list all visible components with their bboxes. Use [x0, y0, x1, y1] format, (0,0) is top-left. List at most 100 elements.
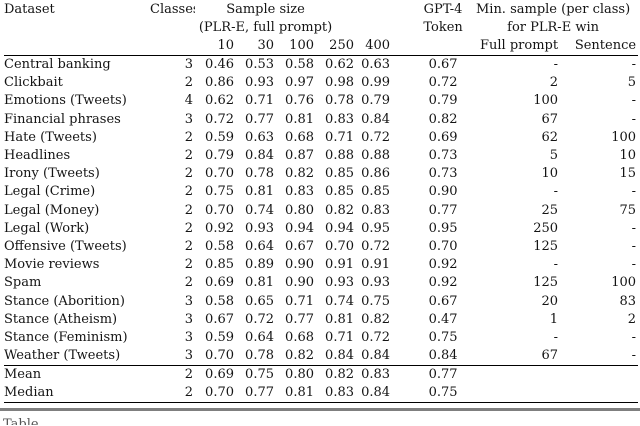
- sample-cell: 0.58: [205, 293, 234, 309]
- sample-cell: 0.74: [245, 202, 274, 218]
- sample-cell: 0.71: [325, 129, 354, 145]
- full-prompt-cell: -: [553, 257, 559, 273]
- gpt4-token-cell: 0.82: [428, 111, 458, 127]
- classes-cell: 3: [184, 293, 193, 309]
- gpt4-token-cell: 0.67: [428, 293, 458, 309]
- full-prompt-cell: [468, 365, 561, 385]
- sentence-cell: -: [631, 348, 637, 364]
- sample-cell: 0.93: [245, 220, 274, 236]
- dataset-cell: Legal (Money): [4, 202, 100, 218]
- full-prompt-cell: 125: [533, 239, 559, 255]
- sample-cell: 0.88: [361, 148, 391, 164]
- header-row-2: (PLR-E, full prompt) Token for PLR-E win: [4, 19, 638, 36]
- sample-cell: 0.62: [205, 93, 234, 109]
- sample-cell: 0.70: [205, 166, 234, 182]
- sample-cell: 0.91: [361, 257, 391, 273]
- full-prompt-cell: -: [553, 330, 559, 346]
- caption-text: Table: [3, 418, 39, 425]
- dataset-cell: Stance (Aborition): [4, 293, 125, 309]
- sentence-cell: -: [631, 184, 637, 200]
- sample-cell: 0.78: [245, 348, 274, 364]
- sample-cell: 0.91: [325, 257, 354, 273]
- sample-cell: 0.83: [356, 365, 393, 385]
- full-prompt-cell: 125: [533, 275, 559, 291]
- full-prompt-cell: 10: [541, 166, 559, 182]
- classes-cell: 2: [184, 202, 193, 218]
- sample-cell: 0.84: [325, 348, 354, 364]
- sample-cell: 0.72: [361, 129, 391, 145]
- sample-cell: 0.80: [285, 202, 314, 218]
- sentence-cell: [560, 365, 639, 385]
- sample-cell: 0.75: [236, 365, 276, 385]
- table-row: Legal (Money) 2 0.70 0.74 0.80 0.82 0.83…: [4, 202, 638, 220]
- full-prompt-cell: 2: [549, 75, 559, 91]
- table-header: Dataset Classes Sample size GPT-4 Min. s…: [4, 0, 639, 56]
- sentence-cell: 100: [611, 129, 637, 145]
- classes-cell: 2: [184, 166, 193, 182]
- sample-cell: 0.78: [325, 93, 354, 109]
- gpt4-token-cell: 0.69: [428, 129, 458, 145]
- sample-cell: 0.90: [285, 257, 314, 273]
- sample-cell: 0.79: [205, 148, 234, 164]
- header-spacer: [4, 36, 150, 56]
- sample-cell: 0.84: [245, 148, 274, 164]
- sample-cell: 0.78: [245, 166, 274, 182]
- gpt4-token-cell: 0.79: [428, 93, 458, 109]
- sample-cell: 0.81: [276, 384, 316, 404]
- sample-cell: 0.70: [325, 239, 354, 255]
- sample-cell: 0.83: [285, 184, 314, 200]
- sample-cell: 0.63: [245, 129, 274, 145]
- classes-cell: 2: [184, 75, 193, 91]
- gpt4-token-cell: 0.90: [428, 184, 458, 200]
- classes-cell: 2: [184, 129, 193, 145]
- full-prompt-cell: 250: [533, 220, 559, 236]
- sample-cell: 0.88: [325, 148, 354, 164]
- table-row: Legal (Crime) 2 0.75 0.81 0.83 0.85 0.85…: [4, 183, 638, 201]
- sample-cell: 0.76: [285, 93, 314, 109]
- sample-cell: 0.77: [285, 311, 314, 327]
- full-prompt-cell: 62: [541, 129, 559, 145]
- dataset-cell: Median: [4, 384, 150, 404]
- gpt4-token-cell: 0.77: [428, 202, 458, 218]
- gpt4-token-cell: 0.72: [428, 75, 458, 91]
- header-row-1: Dataset Classes Sample size GPT-4 Min. s…: [4, 0, 638, 19]
- sample-cell: 0.86: [205, 75, 234, 91]
- table-row: Irony (Tweets) 2 0.70 0.78 0.82 0.85 0.8…: [4, 165, 638, 183]
- header-spacer: [150, 36, 195, 56]
- table-row: Stance (Atheism) 3 0.67 0.72 0.77 0.81 0…: [4, 311, 638, 329]
- classes-cell: 2: [184, 220, 193, 236]
- sample-cell: 0.84: [361, 111, 391, 127]
- gpt4-token-cell: 0.92: [428, 275, 458, 291]
- sentence-cell: 5: [627, 75, 637, 91]
- sample-cell: 0.53: [245, 57, 274, 72]
- header-spacer: [392, 36, 469, 56]
- table-bottom-rule: [0, 408, 640, 412]
- table-row: Median 2 0.70 0.77 0.81 0.83 0.84 0.75: [4, 384, 639, 404]
- sample-cell: 0.79: [361, 93, 391, 109]
- sample-cell: 0.94: [325, 220, 354, 236]
- sample-cell: 0.59: [205, 330, 234, 346]
- sentence-cell: -: [631, 330, 637, 346]
- col-header-sample-250: 250: [316, 36, 356, 56]
- table-row: Spam 2 0.69 0.81 0.90 0.93 0.93 0.92 125…: [4, 274, 638, 292]
- dataset-cell: Offensive (Tweets): [4, 239, 127, 255]
- classes-cell: 3: [184, 111, 193, 127]
- sample-cell: 0.68: [285, 129, 314, 145]
- sample-cell: 0.93: [325, 275, 354, 291]
- sample-cell: 0.72: [245, 311, 274, 327]
- sample-cell: 0.97: [285, 75, 314, 91]
- full-prompt-cell: 20: [541, 293, 559, 309]
- col-header-sample-30: 30: [236, 36, 276, 56]
- header-spacer: [150, 19, 195, 36]
- col-header-sample-400: 400: [356, 36, 393, 56]
- sample-cell: 0.67: [205, 311, 234, 327]
- sample-cell: 0.81: [245, 184, 274, 200]
- col-group-sample-size: Sample size: [226, 2, 305, 17]
- sample-cell: 0.68: [285, 330, 314, 346]
- sample-cell: 0.71: [285, 293, 314, 309]
- col-header-sample-100: 100: [276, 36, 316, 56]
- full-prompt-cell: -: [553, 184, 559, 200]
- sample-cell: 0.82: [316, 365, 356, 385]
- sample-cell: 0.89: [245, 257, 274, 273]
- sample-cell: 0.75: [361, 293, 391, 309]
